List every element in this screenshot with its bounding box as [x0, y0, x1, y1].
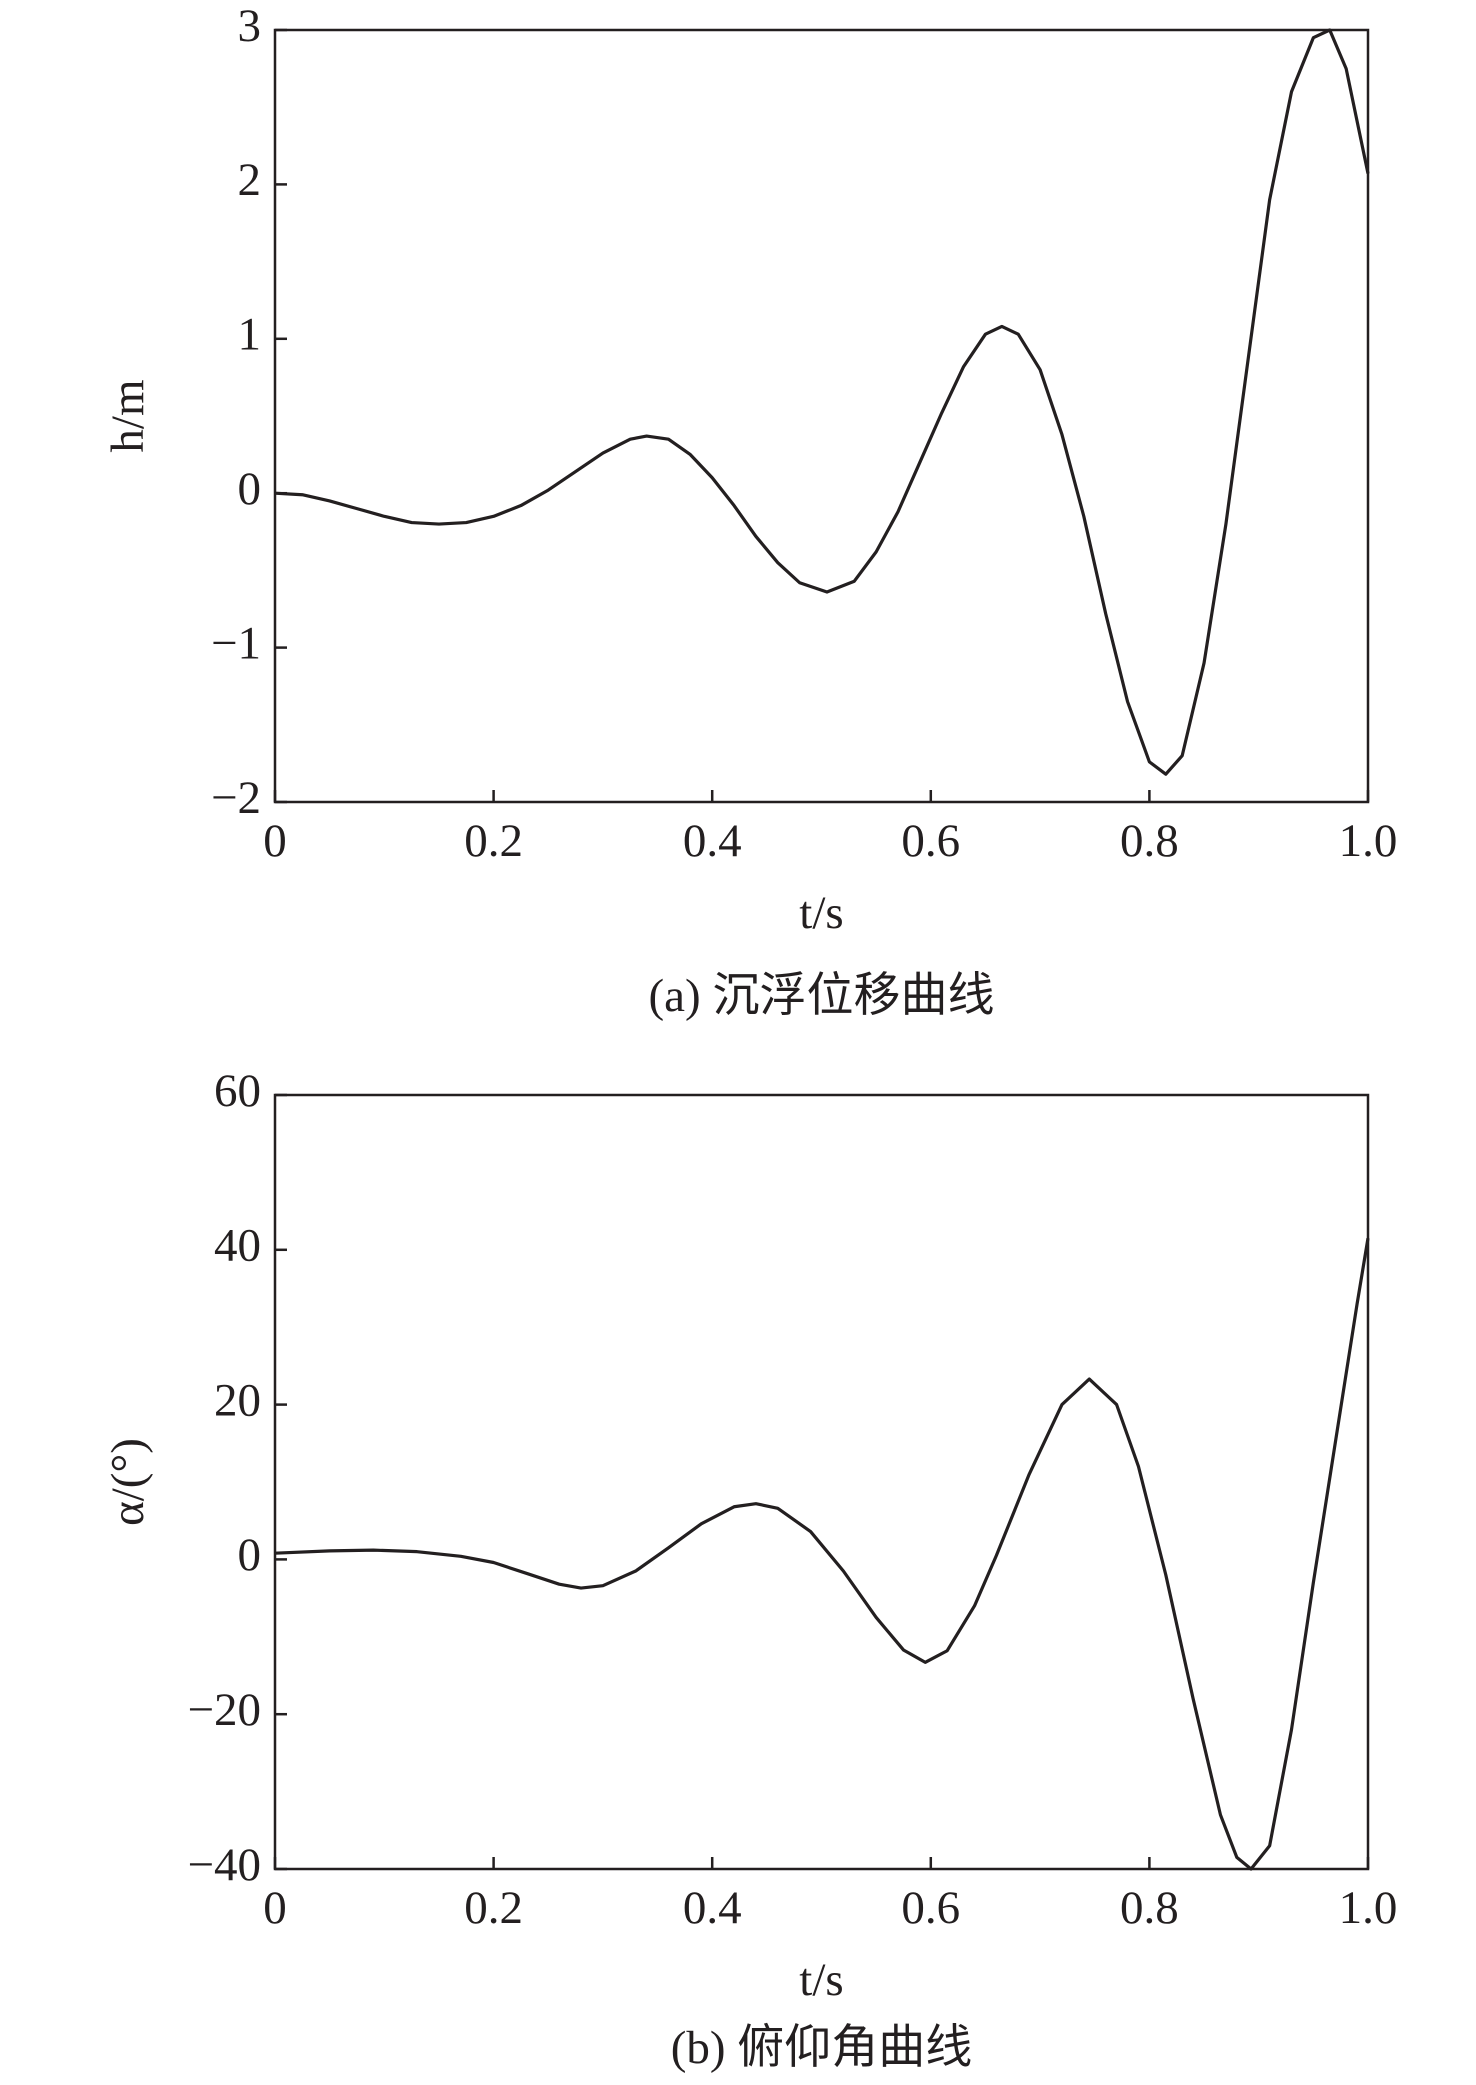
data-line — [274, 1237, 1370, 1871]
x-tick-label: 0.4 — [683, 815, 742, 867]
data-line — [274, 28, 1370, 776]
y-tick-label: 1 — [238, 309, 262, 361]
y-tick-label: 60 — [214, 1065, 261, 1117]
x-tick-label: 0.6 — [901, 1882, 960, 1934]
y-tick-label: 3 — [238, 0, 262, 52]
y-axis-label: h/m — [102, 379, 154, 452]
y-tick-label: 0 — [238, 463, 262, 515]
plot-frame — [273, 1093, 1370, 1871]
plot-frame — [273, 28, 1370, 804]
x-tick-label: 0.2 — [464, 815, 523, 867]
x-axis-label: t/s — [799, 1954, 843, 2006]
y-tick-label: −2 — [211, 772, 261, 824]
x-tick-label: 1.0 — [1339, 815, 1398, 867]
y-tick-label: −20 — [187, 1684, 261, 1736]
y-tick-label: −40 — [187, 1839, 261, 1891]
chart-caption: (a) 沉浮位移曲线 — [649, 970, 995, 1022]
y-tick-label: 0 — [238, 1529, 262, 1581]
x-tick-label: 0 — [263, 815, 287, 867]
y-tick-label: 20 — [214, 1374, 261, 1426]
y-tick-label: 40 — [214, 1220, 261, 1272]
y-tick-label: −1 — [211, 617, 261, 669]
y-tick-label: 2 — [238, 154, 262, 206]
x-tick-label: 1.0 — [1339, 1882, 1398, 1934]
x-tick-label: 0.6 — [901, 815, 960, 867]
x-axis-label: t/s — [799, 887, 843, 939]
x-tick-label: 0.2 — [464, 1882, 523, 1934]
x-tick-label: 0.8 — [1120, 815, 1179, 867]
x-tick-label: 0 — [263, 1882, 287, 1934]
x-tick-label: 0.4 — [683, 1882, 742, 1934]
x-tick-label: 0.8 — [1120, 1882, 1179, 1934]
y-axis-label: α/(°) — [102, 1438, 154, 1526]
chart-caption: (b) 俯仰角曲线 — [671, 2022, 973, 2074]
